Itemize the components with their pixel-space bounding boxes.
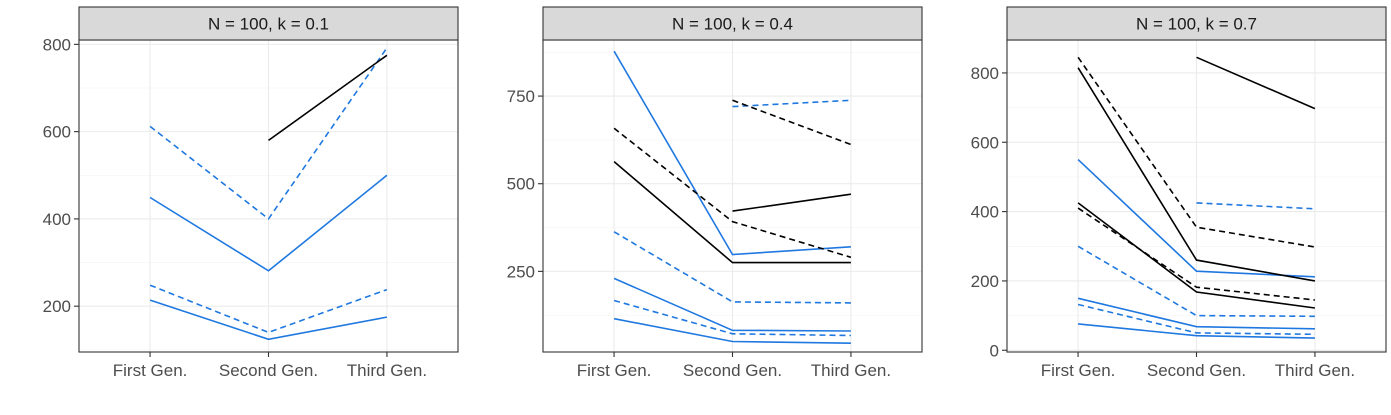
series-line-9: [1077, 202, 1316, 309]
series-group: [613, 50, 852, 344]
y-tick-label: 250: [507, 262, 535, 281]
series-line-5: [613, 317, 851, 344]
y-tick-label: 200: [43, 297, 71, 316]
facet-title: N = 100, k = 0.7: [1136, 15, 1257, 34]
series-line-2: [149, 47, 388, 221]
facet-panel-2: 250 500 750 First Gen. Second Gen. Third Gen.…: [507, 6, 923, 380]
x-tick-label: First Gen.: [577, 361, 652, 380]
series-line-2: [1077, 245, 1315, 318]
x-tick-label: Third Gen.: [811, 361, 891, 380]
series-group: [1077, 56, 1316, 339]
series-line-1: [613, 50, 851, 256]
series-group: [149, 47, 388, 341]
x-tick-label: Second Gen.: [683, 361, 782, 380]
facet-title: N = 100, k = 0.1: [208, 15, 329, 34]
facet-strip: [1006, 6, 1387, 41]
series-line-4: [149, 299, 388, 341]
facet-panel-1: 200 400 600 800 First Gen. Second Gen. Third G…: [43, 6, 459, 380]
series-line-10: [732, 99, 852, 146]
series-line-5: [1078, 323, 1315, 339]
x-tick-label: Second Gen.: [1147, 361, 1246, 380]
series-line-6: [1196, 202, 1315, 210]
series-line-3: [613, 277, 851, 332]
y-tick-label: 200: [971, 272, 999, 291]
series-line-6: [732, 99, 851, 108]
facet-panel-3: 0 200 400 600 800 First Gen. Second Gen. Third …: [971, 6, 1387, 380]
x-tick-label: First Gen.: [113, 361, 188, 380]
series-line-3: [149, 284, 388, 334]
x-tick-label: Third Gen.: [1275, 361, 1355, 380]
series-line-11: [1196, 56, 1316, 110]
series-line-8: [613, 160, 851, 264]
x-tick-label: First Gen.: [1041, 361, 1116, 380]
y-tick-label: 0: [990, 341, 999, 360]
series-line-1: [149, 174, 388, 272]
y-tick-label: 800: [971, 64, 999, 83]
y-tick-label: 600: [971, 133, 999, 152]
series-line-2: [613, 231, 851, 304]
x-tick-label: Third Gen.: [347, 361, 427, 380]
y-tick-label: 600: [43, 123, 71, 142]
series-line-7: [613, 127, 852, 259]
y-tick-label: 400: [43, 210, 71, 229]
series-line-4: [613, 299, 851, 337]
y-tick-label: 800: [43, 35, 71, 54]
series-line-10: [1077, 207, 1315, 301]
series-line-1: [1077, 159, 1315, 278]
series-line-9: [732, 193, 852, 212]
series-line-7: [1077, 67, 1316, 282]
series-line-3: [1077, 297, 1315, 330]
y-tick-label: 750: [507, 87, 535, 106]
facet-strip: [78, 6, 459, 41]
facet-strip: [542, 6, 923, 41]
y-tick-label: 500: [507, 175, 535, 194]
series-line-5: [268, 54, 388, 142]
facet-title: N = 100, k = 0.4: [672, 15, 793, 34]
x-tick-label: Second Gen.: [219, 361, 318, 380]
series-line-4: [1077, 303, 1315, 336]
y-tick-label: 400: [971, 203, 999, 222]
